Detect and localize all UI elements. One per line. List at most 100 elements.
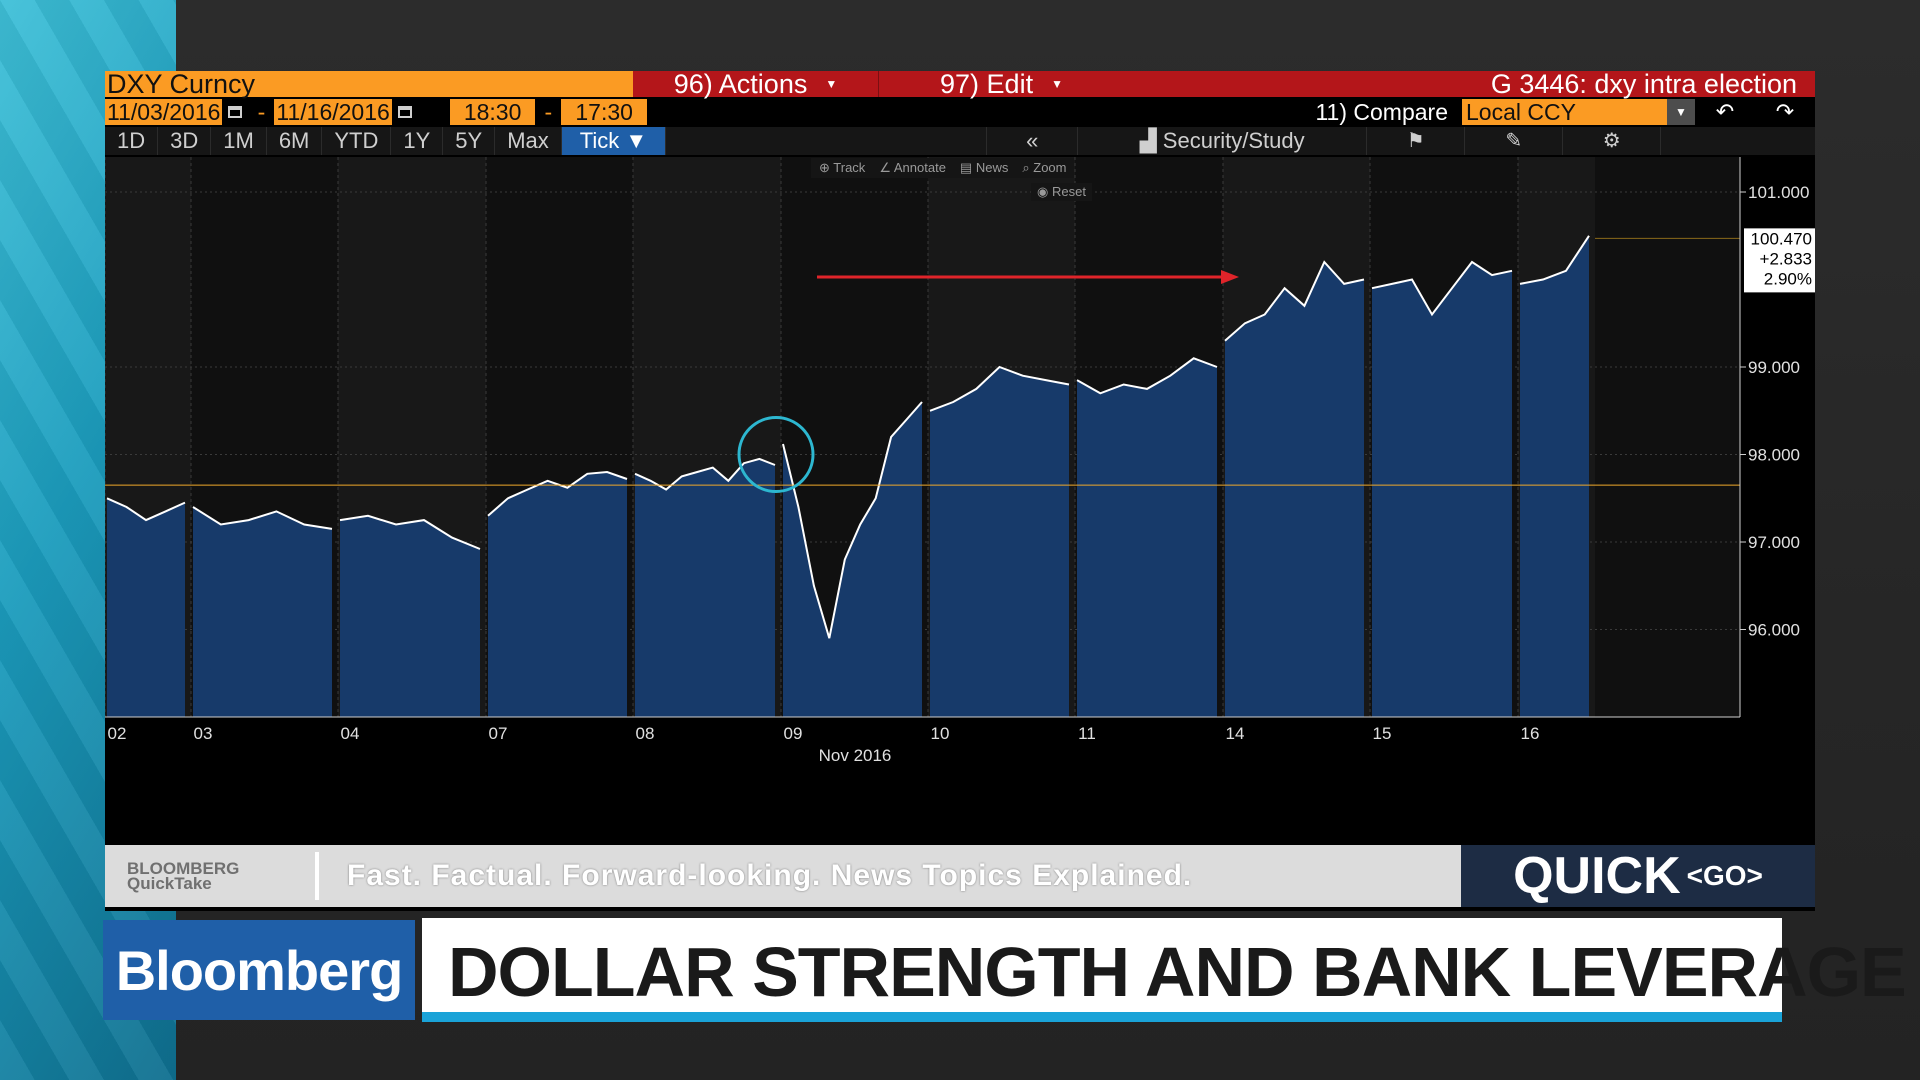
caret-down-icon: ▼: [625, 128, 648, 153]
calendar-icon[interactable]: [392, 99, 418, 125]
x-tick-label: 02: [108, 724, 127, 743]
period-3d[interactable]: 3D: [158, 127, 212, 155]
end-time-field[interactable]: 17:30: [561, 99, 647, 125]
gear-icon[interactable]: ⚙: [1563, 127, 1662, 155]
edit-menu[interactable]: 97) Edit ▼: [878, 71, 1124, 98]
period-5y[interactable]: 5Y: [443, 127, 496, 155]
price-line: [1371, 260, 1513, 317]
price-line: [487, 470, 628, 517]
quick-label: QUICK: [1513, 847, 1681, 905]
price-line: [1076, 357, 1218, 395]
chart-area[interactable]: 101.000 99.000 98.000 97.000 96.000 02 03 04 07 0…: [104, 157, 1815, 847]
redo-icon[interactable]: ↷: [1775, 99, 1795, 124]
last-value-box: [1744, 228, 1815, 293]
period-max[interactable]: Max: [495, 127, 562, 155]
session-area: [1372, 262, 1512, 717]
reset-button[interactable]: ◉ Reset: [1031, 183, 1092, 201]
session-area: [783, 402, 922, 717]
flag-icon[interactable]: ⚑: [1367, 127, 1466, 155]
quicktake-brand-bottom: QuickTake: [127, 874, 212, 893]
period-1y[interactable]: 1Y: [391, 127, 444, 155]
date-separator: -: [257, 98, 266, 125]
session-area: [930, 367, 1069, 717]
chevron-down-icon: ▼: [825, 77, 838, 91]
go-label: <GO>: [1686, 860, 1763, 891]
headline-text: DOLLAR STRENGTH AND BANK LEVERAGE: [448, 933, 1907, 1011]
chevron-down-icon[interactable]: ▼: [1667, 99, 1695, 125]
period-1m[interactable]: 1M: [211, 127, 267, 155]
currency-select[interactable]: Local CCY: [1462, 99, 1667, 125]
x-tick-label: 10: [931, 724, 950, 743]
x-tick-label: 09: [784, 724, 803, 743]
last-price-label: 100.470: [1751, 229, 1812, 248]
last-change-label: +2.833: [1760, 249, 1812, 268]
chart-toolbar: ⊕ Track ∠ Annotate ▤ News ⌕ Zoom: [811, 158, 1075, 178]
annotation-arrowhead: [1221, 270, 1239, 284]
session-area: [107, 498, 185, 717]
price-line: [192, 506, 333, 530]
x-tick-label: 03: [194, 724, 213, 743]
price-line: [782, 401, 923, 639]
y-tick-label: 98.000: [1748, 446, 1800, 465]
track-button[interactable]: ⊕ Track: [819, 160, 866, 175]
compare-button[interactable]: 11) Compare: [1315, 98, 1448, 125]
period-ytd[interactable]: YTD: [322, 127, 392, 155]
chevron-down-icon: ▼: [1051, 77, 1063, 91]
undo-icon[interactable]: ↶: [1715, 99, 1735, 124]
end-date-field[interactable]: 11/16/2016: [274, 99, 392, 125]
session-area: [488, 472, 627, 717]
price-line: [339, 514, 481, 550]
edit-chart-icon[interactable]: ✎: [1465, 127, 1564, 155]
quicktake-brand: BLOOMBERG QuickTake: [105, 860, 315, 893]
terminal-screen: DXY Curncy 96) Actions ▼ 97) Edit ▼ G 3446…: [104, 69, 1815, 911]
calendar-icon[interactable]: [222, 99, 248, 125]
start-time-field[interactable]: 18:30: [449, 99, 536, 125]
zoom-button[interactable]: ⌕ Zoom: [1022, 160, 1067, 175]
y-tick-label: 99.000: [1748, 358, 1800, 377]
session-area: [635, 458, 775, 717]
actions-menu[interactable]: 96) Actions ▼: [633, 69, 878, 99]
y-tick-label: 96.000: [1748, 621, 1800, 640]
x-tick-label: 11: [1078, 724, 1096, 743]
news-label: News: [975, 160, 1009, 175]
period-1d[interactable]: 1D: [105, 127, 159, 155]
reset-label: Reset: [1051, 184, 1086, 199]
period-6m[interactable]: 6M: [267, 127, 323, 155]
time-separator: -: [544, 98, 553, 125]
zoom-label: Zoom: [1033, 160, 1067, 175]
start-date-field[interactable]: 11/03/2016: [105, 99, 223, 125]
divider: [315, 852, 319, 900]
x-tick-label: 15: [1373, 724, 1392, 743]
period-bar: 1D 3D 1M 6M YTD 1Y 5Y Max Tick ▼ « ▟ Sec…: [105, 127, 1815, 155]
security-study-label: Security/Study: [1162, 128, 1305, 153]
quicktake-band: BLOOMBERG QuickTake Fast. Factual. Forwar…: [105, 845, 1815, 907]
price-line: [1519, 235, 1590, 285]
last-pct-label: 2.90%: [1764, 269, 1812, 288]
x-tick-label: 07: [489, 724, 508, 743]
price-chart-svg[interactable]: 101.000 99.000 98.000 97.000 96.000 02 03 04 07 0…: [104, 157, 1815, 847]
annotate-button[interactable]: ∠ Annotate: [879, 160, 946, 175]
y-tick-label: 97.000: [1748, 533, 1800, 552]
annotate-label: Annotate: [893, 160, 946, 175]
x-tick-label: 08: [636, 724, 655, 743]
quick-go-badge: QUICK <GO>: [1461, 845, 1815, 907]
price-line: [1224, 260, 1365, 342]
chart-icon: ▟: [1139, 128, 1163, 153]
ticker-field[interactable]: DXY Curncy: [105, 71, 633, 98]
quicktake-tagline: Fast. Factual. Forward-looking. News Top…: [347, 859, 1193, 892]
x-tick-label: 14: [1226, 724, 1245, 743]
graph-title: G 3446: dxy intra election: [1124, 71, 1815, 98]
session-area: [340, 515, 480, 717]
y-tick-label: 101.000: [1748, 183, 1809, 202]
security-study-button[interactable]: ▟ Security/Study: [1078, 127, 1368, 155]
collapse-icon[interactable]: «: [986, 127, 1079, 155]
headline-bar: DOLLAR STRENGTH AND BANK LEVERAGE: [422, 918, 1907, 1022]
x-tick-label: 04: [341, 724, 360, 743]
actions-label: 96) Actions: [673, 69, 808, 99]
title-row: DXY Curncy 96) Actions ▼ 97) Edit ▼ G 3446…: [105, 69, 1815, 99]
annotation-circle: [737, 416, 815, 493]
session-area: [193, 507, 332, 717]
x-axis-label: Nov 2016: [819, 746, 892, 765]
news-button[interactable]: ▤ News: [959, 160, 1009, 175]
period-tick-select[interactable]: Tick ▼: [561, 127, 667, 155]
